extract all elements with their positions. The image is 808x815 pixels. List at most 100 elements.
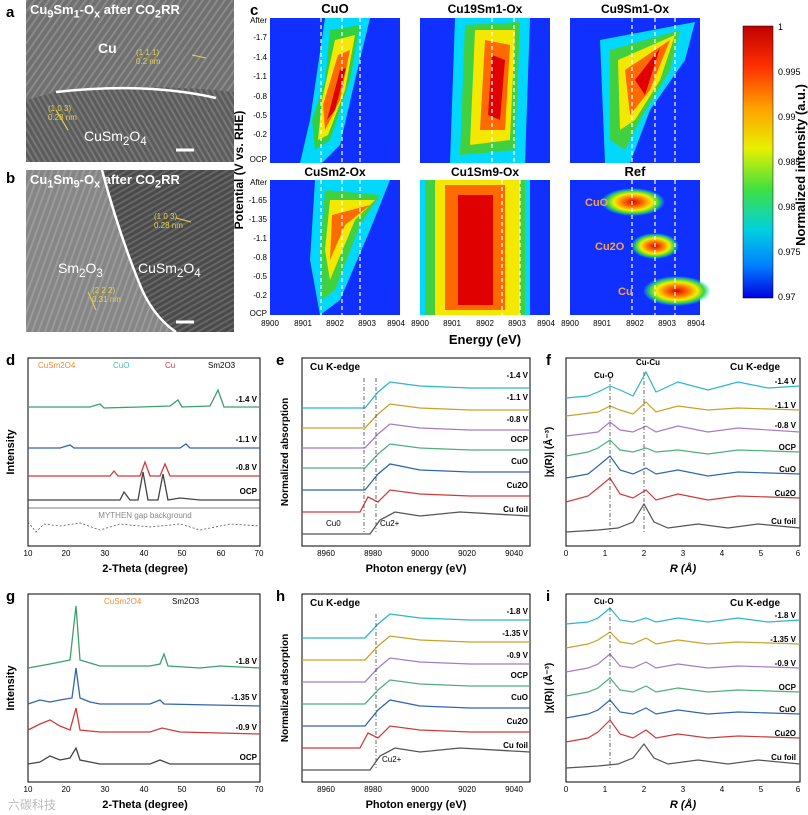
- svg-text:Cu foil: Cu foil: [503, 505, 528, 514]
- svg-text:40: 40: [140, 549, 149, 558]
- map-title-cusm2: CuSm2-Ox: [304, 165, 366, 179]
- heatmap-panel: CuO Cu2O Cu CuO Cu19Sm1-Ox Cu9Sm1-Ox CuS…: [232, 1, 808, 347]
- xanes-h-chart: Cu K-edge -1.8 V -1.35 V -0.9 V OCP CuO …: [280, 593, 531, 811]
- exafs-i-trace-7: [565, 742, 801, 769]
- svg-text:2: 2: [642, 785, 647, 794]
- svg-text:OCP: OCP: [511, 671, 529, 680]
- svg-text:Cu-Cu: Cu-Cu: [636, 358, 660, 367]
- svg-text:Cu foil: Cu foil: [771, 753, 796, 762]
- heatmap-cu19sm1: [420, 18, 550, 163]
- xrd-d-trace-2: [28, 443, 260, 449]
- svg-text:0.995: 0.995: [778, 67, 801, 77]
- svg-text:-0.9 V: -0.9 V: [507, 651, 529, 660]
- svg-text:9040: 9040: [505, 785, 523, 794]
- svg-text:-1.35 V: -1.35 V: [770, 635, 796, 644]
- exafs-f-trace-5: [565, 455, 801, 479]
- xanes-e-trace-2: [302, 403, 530, 429]
- exafs-f-trace-1: [565, 370, 801, 399]
- heatmap-ref: CuO Cu2O Cu: [570, 180, 711, 315]
- svg-text:-1.8 V: -1.8 V: [236, 657, 258, 666]
- svg-text:60: 60: [217, 785, 226, 794]
- svg-text:|χ(R)| (Å⁻³): |χ(R)| (Å⁻³): [542, 663, 555, 714]
- svg-text:Cu-O: Cu-O: [594, 597, 614, 606]
- tem-image-a: Cu9Sm1-Ox after CO2RR Cu CuSm2O4 (1 1 1)…: [26, 0, 234, 162]
- svg-text:3: 3: [681, 785, 686, 794]
- panel-f-letter: f: [546, 352, 551, 369]
- svg-text:CuO: CuO: [113, 361, 129, 370]
- svg-text:9040: 9040: [505, 549, 523, 558]
- xrd-g-chart: -1.8 V -1.35 V -0.9 V OCP CuSm2O4 Sm2O3 …: [5, 593, 264, 811]
- tem-b-title: Cu1Sm9-Ox after CO2RR: [30, 172, 180, 191]
- xanes-e-trace-1: [302, 381, 530, 409]
- xrd-d-trace-1: [28, 388, 260, 409]
- svg-text:Sm2O3: Sm2O3: [172, 597, 200, 606]
- svg-text:-1.4 V: -1.4 V: [775, 377, 797, 386]
- exafs-i-trace-5: [565, 699, 801, 719]
- svg-text:8902: 8902: [326, 319, 344, 328]
- tem-a-lattice1: (1 1 1) 0.2 nm: [136, 48, 161, 66]
- svg-text:Cu K-edge: Cu K-edge: [730, 362, 780, 373]
- svg-text:-1.35 V: -1.35 V: [231, 693, 257, 702]
- panel-b-letter: b: [6, 170, 16, 187]
- ref-label-cu2o: Cu2O: [595, 241, 625, 253]
- exafs-f-trace-3: [565, 421, 801, 437]
- svg-text:8900: 8900: [411, 319, 429, 328]
- exafs-i-trace-2: [565, 631, 801, 649]
- xanes-e-trace-6: [302, 489, 530, 513]
- ref-label-cu: Cu: [618, 286, 633, 298]
- map-title-cu1sm9: Cu1Sm9-Ox: [451, 165, 519, 179]
- svg-text:Cu2O: Cu2O: [775, 729, 796, 738]
- tem-a-title: Cu9Sm1-Ox after CO2RR: [30, 2, 180, 21]
- svg-text:-0.9 V: -0.9 V: [775, 659, 797, 668]
- colorbar-label: Normalized intensity (a.u.): [793, 84, 808, 246]
- svg-text:5: 5: [759, 549, 764, 558]
- svg-text:-1.1 V: -1.1 V: [507, 393, 529, 402]
- svg-text:CuSm2O4: CuSm2O4: [104, 597, 142, 606]
- exafs-i-trace-3: [565, 653, 801, 673]
- xanes-h-trace-2: [302, 635, 530, 661]
- svg-text:MYTHEN gap background: MYTHEN gap background: [98, 511, 191, 520]
- svg-text:OCP: OCP: [779, 683, 797, 692]
- svg-text:10: 10: [24, 785, 33, 794]
- xanes-h-trace-1: [302, 613, 530, 639]
- svg-text:-0.5: -0.5: [253, 111, 267, 120]
- svg-text:8903: 8903: [508, 319, 526, 328]
- tem-b-sm-label: Sm2O3: [58, 260, 103, 280]
- svg-text:-1.1 V: -1.1 V: [236, 435, 258, 444]
- svg-text:8902: 8902: [626, 319, 644, 328]
- svg-text:4: 4: [720, 785, 725, 794]
- svg-text:20: 20: [62, 785, 71, 794]
- c-yticks-2: After -1.65 -1.35 -1.1 -0.8 -0.5 -0.2 OC…: [249, 178, 268, 318]
- svg-text:Normalized absorption: Normalized absorption: [280, 398, 291, 506]
- svg-text:-1.4 V: -1.4 V: [507, 371, 529, 380]
- tem-a-cusm-label: CuSm2O4: [84, 128, 147, 148]
- svg-text:OCP: OCP: [511, 435, 529, 444]
- svg-text:Photon energy (eV): Photon energy (eV): [366, 799, 467, 811]
- xrd-g-trace-3: [27, 707, 261, 735]
- xrd-g-trace-1: [27, 605, 261, 669]
- svg-text:Cu2O: Cu2O: [507, 481, 528, 490]
- c-ylabel: Potential (V vs. RHE): [232, 111, 246, 230]
- xrd-d-gap: [27, 521, 261, 533]
- svg-text:Cu2+: Cu2+: [382, 755, 402, 764]
- svg-text:CuO: CuO: [511, 457, 528, 466]
- svg-text:Cu foil: Cu foil: [503, 741, 528, 750]
- xanes-e-trace-3: [302, 423, 530, 449]
- svg-text:8900: 8900: [561, 319, 579, 328]
- svg-text:-1.8 V: -1.8 V: [507, 607, 529, 616]
- xanes-e-trace-4: [302, 443, 530, 469]
- svg-text:0.985: 0.985: [778, 157, 801, 167]
- tem-a-svg: [26, 0, 234, 162]
- svg-text:CuSm2O4: CuSm2O4: [38, 361, 76, 370]
- svg-text:-0.2: -0.2: [253, 291, 267, 300]
- xanes-h-trace-7: [302, 747, 531, 771]
- svg-text:Cu2+: Cu2+: [380, 519, 400, 528]
- svg-text:-1.1: -1.1: [253, 72, 267, 81]
- svg-text:Cu0: Cu0: [326, 519, 341, 528]
- svg-text:8900: 8900: [261, 319, 279, 328]
- svg-text:Cu K-edge: Cu K-edge: [730, 598, 780, 609]
- svg-text:1: 1: [603, 785, 608, 794]
- svg-text:1: 1: [778, 22, 783, 32]
- svg-text:Cu-O: Cu-O: [594, 371, 614, 380]
- exafs-f-trace-7: [565, 502, 801, 533]
